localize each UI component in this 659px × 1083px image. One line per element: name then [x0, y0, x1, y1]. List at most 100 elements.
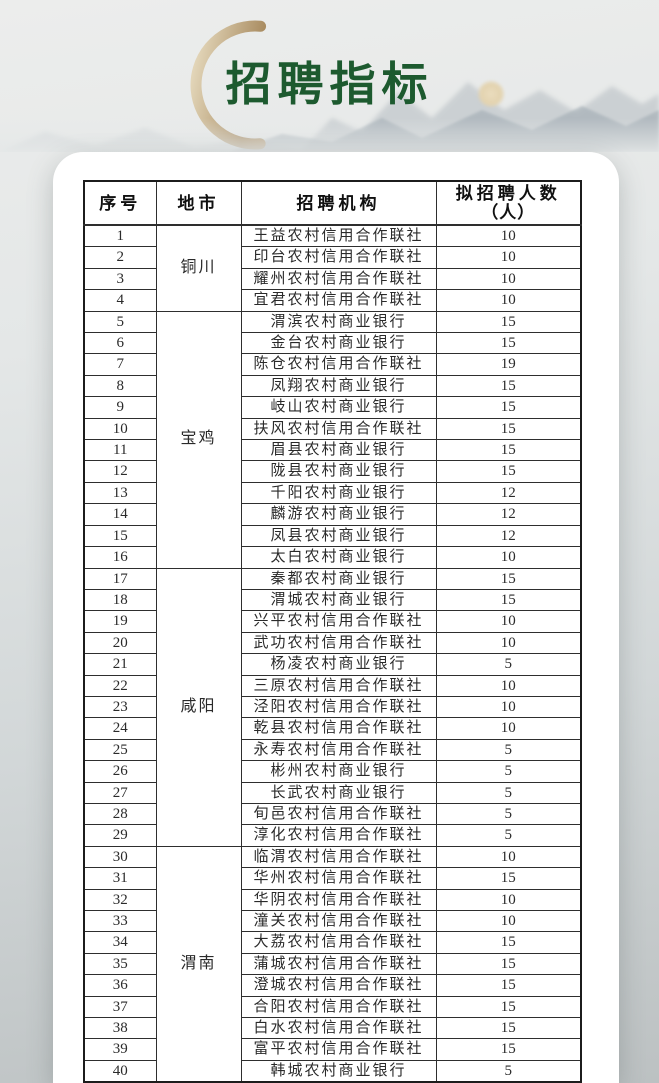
- headcount-cell: 15: [435, 396, 582, 419]
- serial-number-cell: 31: [83, 867, 157, 890]
- institution-cell: 眉县农村商业银行: [240, 439, 437, 462]
- institution-cell: 印台农村信用合作联社: [240, 246, 437, 269]
- serial-number-cell: 27: [83, 781, 157, 804]
- institution-cell: 扶风农村信用合作联社: [240, 417, 437, 441]
- serial-number-cell: 17: [83, 567, 157, 590]
- headcount-cell: 12: [435, 503, 582, 526]
- table-row: 38 白水农村信用合作联社 15: [83, 1017, 582, 1040]
- headcount-cell: 10: [435, 717, 582, 740]
- column-header-headcount-line2: （人）: [481, 203, 536, 222]
- headcount-cell: 15: [435, 310, 582, 334]
- headcount-cell: 10: [435, 845, 582, 869]
- headcount-cell: 10: [435, 674, 582, 697]
- serial-number-cell: 39: [83, 1038, 157, 1061]
- column-header-institution: 招聘机构: [240, 180, 437, 226]
- column-header-city: 地市: [155, 180, 242, 226]
- serial-number-cell: 26: [83, 760, 157, 783]
- headcount-cell: 10: [435, 695, 582, 719]
- city-cell: 铜川: [155, 224, 242, 312]
- column-header-headcount: 拟招聘人数 （人）: [435, 180, 582, 226]
- serial-number-cell: 30: [83, 845, 157, 869]
- headcount-cell: 10: [435, 888, 582, 912]
- table-row: 5 宝鸡 渭滨农村商业银行 15: [83, 310, 582, 569]
- headcount-cell: 19: [435, 353, 582, 376]
- moon-circle: [477, 80, 505, 108]
- table-row: 18 渭城农村商业银行 15: [83, 588, 582, 612]
- table-row: 14 麟游农村商业银行 12: [83, 503, 582, 526]
- institution-cell: 白水农村信用合作联社: [240, 1017, 437, 1040]
- table-row: 9 岐山农村商业银行 15: [83, 396, 582, 419]
- institution-cell: 杨凌农村商业银行: [240, 653, 437, 676]
- headcount-cell: 5: [435, 738, 582, 762]
- headcount-cell: 10: [435, 224, 582, 248]
- institution-cell: 旬邑农村信用合作联社: [240, 802, 437, 826]
- institution-cell: 永寿农村信用合作联社: [240, 738, 437, 762]
- headcount-cell: 10: [435, 546, 582, 569]
- table-row: 28 旬邑农村信用合作联社 5: [83, 802, 582, 826]
- table-row: 10 扶风农村信用合作联社 15: [83, 417, 582, 441]
- institution-cell: 彬州农村商业银行: [240, 760, 437, 783]
- institution-cell: 合阳农村信用合作联社: [240, 995, 437, 1019]
- table-row: 19 兴平农村信用合作联社 10: [83, 610, 582, 633]
- serial-number-cell: 19: [83, 610, 157, 633]
- serial-number-cell: 6: [83, 332, 157, 355]
- serial-number-cell: 5: [83, 310, 157, 334]
- table-row: 36 澄城农村信用合作联社 15: [83, 974, 582, 997]
- serial-number-cell: 22: [83, 674, 157, 697]
- table-row: 17 咸阳 秦都农村商业银行 15: [83, 567, 582, 847]
- serial-number-cell: 4: [83, 289, 157, 312]
- header-banner: 招聘指标: [0, 0, 659, 152]
- serial-number-cell: 25: [83, 738, 157, 762]
- headcount-cell: 15: [435, 460, 582, 483]
- mist-overlay: [0, 118, 659, 152]
- city-cell: 宝鸡: [155, 310, 242, 569]
- table-row: 37 合阳农村信用合作联社 15: [83, 995, 582, 1019]
- headcount-cell: 10: [435, 909, 582, 933]
- table-row: 7 陈仓农村信用合作联社 19: [83, 353, 582, 376]
- table-header-row: 序号 地市 招聘机构 拟招聘人数 （人）: [83, 180, 582, 226]
- recruitment-table: 序号 地市 招聘机构 拟招聘人数 （人） 1 铜川 王益农村信用合作联社 10 2 印台农…: [83, 180, 582, 1083]
- headcount-cell: 5: [435, 1059, 582, 1083]
- serial-number-cell: 13: [83, 481, 157, 505]
- institution-cell: 太白农村商业银行: [240, 546, 437, 569]
- table-row: 11 眉县农村商业银行 15: [83, 439, 582, 462]
- headcount-cell: 15: [435, 567, 582, 590]
- institution-cell: 富平农村信用合作联社: [240, 1038, 437, 1061]
- table-row: 6 金台农村商业银行 15: [83, 332, 582, 355]
- institution-cell: 宜君农村信用合作联社: [240, 289, 437, 312]
- institution-cell: 澄城农村信用合作联社: [240, 974, 437, 997]
- serial-number-cell: 18: [83, 588, 157, 612]
- table-row: 26 彬州农村商业银行 5: [83, 760, 582, 783]
- serial-number-cell: 15: [83, 524, 157, 548]
- headcount-cell: 15: [435, 374, 582, 398]
- table-row: 33 潼关农村信用合作联社 10: [83, 909, 582, 933]
- table-row: 39 富平农村信用合作联社 15: [83, 1038, 582, 1061]
- institution-cell: 长武农村商业银行: [240, 781, 437, 804]
- table-row: 4 宜君农村信用合作联社 10: [83, 289, 582, 312]
- table-row: 20 武功农村信用合作联社 10: [83, 631, 582, 655]
- institution-cell: 韩城农村商业银行: [240, 1059, 437, 1083]
- headcount-cell: 5: [435, 824, 582, 847]
- serial-number-cell: 12: [83, 460, 157, 483]
- institution-cell: 武功农村信用合作联社: [240, 631, 437, 655]
- serial-number-cell: 20: [83, 631, 157, 655]
- serial-number-cell: 40: [83, 1059, 157, 1083]
- institution-cell: 陇县农村商业银行: [240, 460, 437, 483]
- headcount-cell: 15: [435, 931, 582, 954]
- institution-cell: 泾阳农村信用合作联社: [240, 695, 437, 719]
- serial-number-cell: 32: [83, 888, 157, 912]
- table-row: 21 杨凌农村商业银行 5: [83, 653, 582, 676]
- headcount-cell: 5: [435, 802, 582, 826]
- serial-number-cell: 2: [83, 246, 157, 269]
- headcount-cell: 15: [435, 588, 582, 612]
- institution-cell: 潼关农村信用合作联社: [240, 909, 437, 933]
- institution-cell: 千阳农村商业银行: [240, 481, 437, 505]
- serial-number-cell: 21: [83, 653, 157, 676]
- content-card: 序号 地市 招聘机构 拟招聘人数 （人） 1 铜川 王益农村信用合作联社 10 2 印台农…: [53, 152, 619, 1083]
- headcount-cell: 10: [435, 267, 582, 291]
- serial-number-cell: 29: [83, 824, 157, 847]
- table-row: 13 千阳农村商业银行 12: [83, 481, 582, 505]
- headcount-cell: 5: [435, 760, 582, 783]
- city-cell: 渭南: [155, 845, 242, 1083]
